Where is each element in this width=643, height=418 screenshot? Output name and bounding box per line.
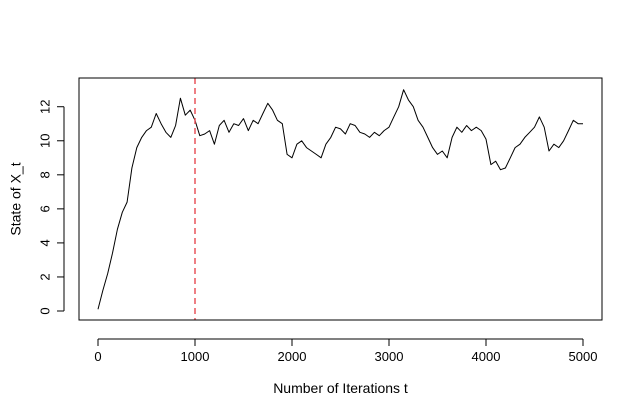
y-tick-label: 12 (37, 99, 52, 113)
y-tick-label: 4 (37, 239, 52, 246)
y-tick-label: 6 (37, 205, 52, 212)
x-tick-label: 1000 (181, 349, 210, 364)
x-tick-label: 4000 (472, 349, 501, 364)
y-tick-label: 2 (37, 273, 52, 280)
y-tick-label: 10 (37, 134, 52, 148)
series-line-0 (97, 89, 583, 310)
y-tick-label: 0 (37, 307, 52, 314)
x-tick-label: 2000 (278, 349, 307, 364)
x-tick-label: 3000 (375, 349, 404, 364)
plot-frame (78, 77, 603, 321)
x-tick-label: 0 (94, 349, 101, 364)
x-axis-title: Number of Iterations t (273, 380, 408, 396)
y-axis-title: State of X_t (8, 162, 24, 235)
x-tick-label: 5000 (569, 349, 598, 364)
y-tick-label: 8 (37, 171, 52, 178)
axis-layer: 0 1000 2000 3000 4000 5000 0 2 4 6 8 10 12 (37, 77, 603, 364)
plot-layer (97, 78, 583, 320)
